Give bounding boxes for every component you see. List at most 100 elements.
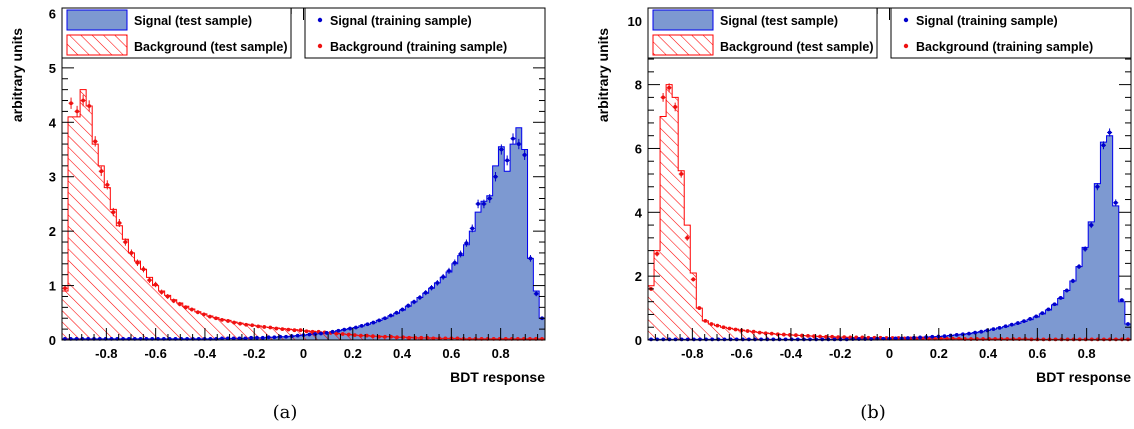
signal-training-point <box>814 337 819 342</box>
legend-signal-test-label: Signal (test sample) <box>134 14 252 28</box>
background-training-point <box>1029 337 1034 342</box>
signal-training-point <box>802 337 806 342</box>
x-tick-label: -0.8 <box>681 346 703 361</box>
signal-training-point <box>918 335 922 340</box>
background-training-point <box>715 323 720 328</box>
x-tick-label: 0.2 <box>930 346 948 361</box>
background-training-point <box>1065 337 1070 342</box>
y-tick-label: 10 <box>628 14 642 29</box>
signal-training-point <box>336 328 341 333</box>
x-tick-label: 0.8 <box>492 346 510 361</box>
y-tick-label: 6 <box>49 6 56 21</box>
background-training-point <box>812 334 816 339</box>
background-training-point <box>371 334 375 339</box>
signal-training-point <box>313 332 318 336</box>
signal-training-point <box>985 328 990 333</box>
y-tick-label: 4 <box>49 115 57 130</box>
signal-training-point <box>1089 223 1094 227</box>
background-training-point <box>292 328 297 333</box>
x-tick-label: 0.4 <box>979 346 998 361</box>
signal-training-point <box>808 337 812 342</box>
background-training-point <box>419 335 424 340</box>
background-training-point <box>105 182 110 187</box>
signal-training-point <box>649 337 653 342</box>
signal-training-point <box>365 322 370 327</box>
legend-signal-training-marker <box>317 17 323 23</box>
background-training-point <box>1053 337 1058 342</box>
background-training-point <box>751 329 756 334</box>
background-training-point <box>123 240 128 244</box>
signal-training-point <box>394 310 399 315</box>
y-tick-label: 5 <box>49 61 56 76</box>
x-tick-label: -0.2 <box>829 346 851 361</box>
background-training-point <box>244 322 249 327</box>
background-training-point <box>352 333 357 338</box>
signal-training-point <box>266 335 271 340</box>
signal-training-point <box>423 290 428 295</box>
signal-training-point <box>789 337 794 342</box>
legend-test-box: Signal (test sample) Background (test sam… <box>61 7 292 59</box>
signal-training-point <box>954 332 959 337</box>
signal-training-point <box>1046 307 1051 312</box>
background-training-point <box>286 327 291 332</box>
background-training-group <box>62 94 545 341</box>
background-training-point <box>1089 337 1094 342</box>
signal-training-point <box>522 153 527 157</box>
background-training-point <box>256 324 261 329</box>
signal-training-point <box>1028 317 1033 321</box>
signal-training-point <box>905 336 910 340</box>
background-training-point <box>721 325 726 330</box>
signal-training-point <box>353 325 358 330</box>
background-training-point <box>443 336 448 341</box>
signal-training-point <box>1071 279 1075 283</box>
background-training-point <box>830 334 835 339</box>
signal-training-point <box>1119 298 1124 302</box>
signal-training-point <box>371 320 376 325</box>
signal-training-point <box>1064 288 1069 293</box>
x-tick-label: -0.4 <box>194 346 217 361</box>
signal-training-point <box>412 300 416 304</box>
legend-test-box: Signal (test sample) Background (test sam… <box>647 7 878 59</box>
x-tick-label: 0.4 <box>393 346 412 361</box>
background-training-point <box>691 277 696 282</box>
signal-training-point <box>441 274 446 279</box>
signal-training-point <box>435 280 440 285</box>
background-training-point <box>781 332 786 337</box>
panel-caption: (a) <box>273 402 298 423</box>
signal-training-point <box>225 336 230 341</box>
background-training-point <box>262 325 267 329</box>
signal-training-point <box>295 333 300 338</box>
signal-training-point <box>1003 324 1008 329</box>
signal-training-point <box>470 226 475 231</box>
signal-training-point <box>893 336 898 341</box>
x-tick-label: 0.8 <box>1078 346 1096 361</box>
signal-training-point <box>249 335 254 340</box>
y-tick-label: 3 <box>49 170 56 185</box>
signal-training-point <box>319 331 323 336</box>
signal-training-point <box>284 334 288 339</box>
background-training-point <box>667 85 672 90</box>
background-training-point <box>214 316 218 321</box>
background-training-point <box>655 251 659 256</box>
background-training-point <box>135 260 140 265</box>
background-training-point <box>364 333 369 338</box>
background-training-point <box>238 321 243 326</box>
background-training-point <box>177 302 182 306</box>
background-training-point <box>310 329 315 334</box>
signal-training-point <box>342 327 347 332</box>
x-tick-label: -0.4 <box>780 346 803 361</box>
background-training-point <box>709 322 714 326</box>
signal-training-point <box>534 291 539 296</box>
chart-panel-b: -0.8 -0.6 -0.4 -0.2 0 0.2 0.4 0.6 0.8 0 2 4 6 8 10 BDT … <box>595 7 1132 423</box>
signal-training-point <box>930 334 935 339</box>
legend-background-training-label: Background (training sample) <box>330 40 507 54</box>
y-tick-label: 1 <box>49 279 56 294</box>
signal-training-point <box>973 330 977 335</box>
signal-training-point <box>458 252 463 256</box>
signal-training-point <box>1022 319 1026 324</box>
legend-training-frame <box>890 7 1132 59</box>
signal-training-point <box>991 327 996 332</box>
background-training-point <box>195 310 200 315</box>
signal-training-point <box>1095 184 1100 189</box>
signal-training-point <box>400 307 405 312</box>
